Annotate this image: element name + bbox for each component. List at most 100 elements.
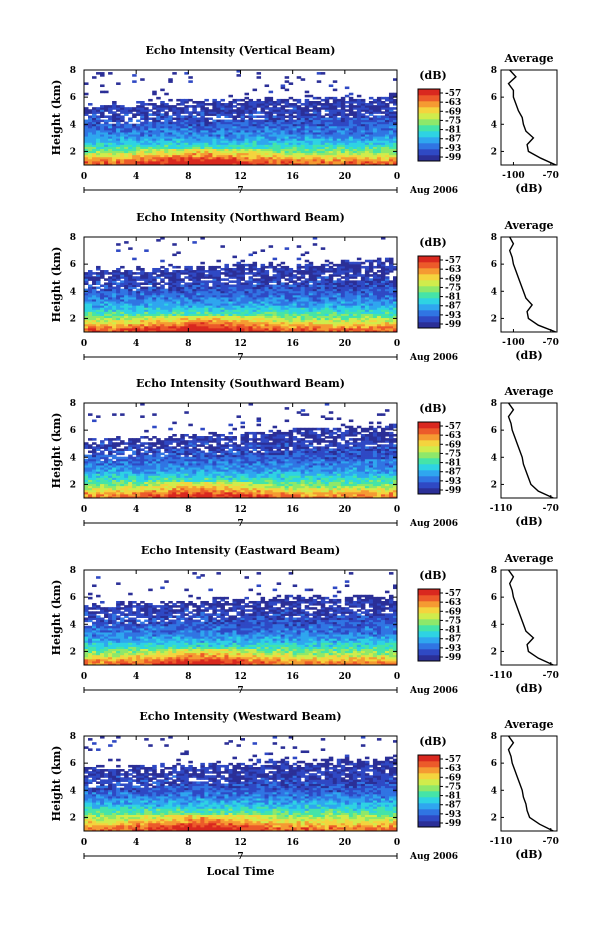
heatmap-cell [200, 290, 205, 294]
heatmap-cell [268, 245, 274, 248]
heatmap-cell [100, 111, 105, 114]
heatmap-cell [168, 115, 173, 118]
heatmap-cell [228, 274, 233, 277]
heatmap-cell [88, 495, 93, 499]
heatmap-cell [312, 265, 318, 269]
heatmap-cell [180, 305, 185, 308]
heatmap-cell [340, 272, 346, 275]
heatmap-cell [252, 138, 258, 141]
heatmap-cell [168, 327, 173, 331]
heatmap-cell [216, 107, 221, 110]
heatmap-cell [392, 117, 398, 121]
heatmap-cell [304, 156, 310, 160]
heatmap-cell [316, 290, 322, 294]
heatmap-cell [104, 152, 109, 156]
heatmap-cell [156, 309, 161, 312]
heatmap-cell [216, 288, 221, 292]
heatmap-cell [244, 100, 250, 104]
heatmap-cell [84, 292, 89, 296]
heatmap-cell [236, 142, 241, 145]
heatmap-cell [280, 115, 286, 118]
heatmap-cell [244, 321, 250, 325]
heatmap-cell [372, 154, 378, 158]
heatmap-cell [356, 272, 362, 275]
heatmap-cell [296, 160, 302, 164]
heatmap-cell [276, 98, 282, 102]
heatmap-cell [144, 109, 149, 112]
heatmap-cell [316, 154, 322, 158]
heatmap-cell [268, 311, 274, 314]
heatmap-cell [152, 307, 157, 310]
heatmap-cell [256, 125, 262, 129]
heatmap-cell [240, 317, 246, 321]
heatmap-cell [172, 105, 177, 108]
heatmap-cell [152, 267, 157, 271]
heatmap-cell [308, 298, 314, 302]
heatmap-cell [204, 136, 209, 139]
heatmap-cell [180, 150, 185, 154]
heatmap-cell [164, 315, 169, 319]
heatmap-cell [236, 107, 241, 110]
heatmap-cell [200, 313, 205, 316]
heatmap-cell [136, 138, 141, 141]
heatmap-cell [228, 280, 233, 283]
heatmap-cell [364, 111, 370, 114]
heatmap-cell [228, 129, 233, 133]
heatmap-cell [200, 315, 205, 319]
heatmap-cell [392, 280, 398, 283]
heatmap-cell [392, 278, 398, 281]
heatmap-cell [336, 313, 342, 316]
heatmap-cell [92, 323, 97, 327]
heatmap-cell [308, 272, 314, 275]
heatmap-cell [284, 152, 290, 156]
heatmap-cell [184, 317, 189, 321]
heatmap-cell [212, 286, 217, 290]
heatmap-cell [156, 160, 161, 164]
heatmap-cell [256, 321, 262, 325]
heatmap-cell [352, 111, 358, 114]
heatmap-cell [220, 290, 225, 294]
heatmap-cell [160, 317, 165, 321]
heatmap-cell [188, 80, 193, 83]
heatmap-cell [108, 123, 113, 127]
heatmap-cell [108, 144, 113, 147]
heatmap-cell [388, 261, 394, 265]
heatmap-cell [156, 123, 161, 127]
heatmap-cell [340, 105, 346, 108]
heatmap-cell [100, 313, 105, 316]
heatmap-cell [312, 123, 318, 127]
heatmap-cell [92, 458, 97, 462]
heatmap-cell [348, 282, 354, 285]
heatmap-cell [228, 150, 233, 154]
heatmap-cell [328, 107, 334, 110]
heatmap-cell [352, 98, 358, 102]
heatmap-cell [276, 267, 282, 271]
heatmap-cell [240, 309, 246, 312]
heatmap-cell [176, 323, 181, 327]
heatmap-cell [392, 107, 398, 110]
heatmap-cell [368, 129, 374, 133]
heatmap-cell [260, 282, 266, 285]
heatmap-cell [352, 127, 358, 131]
heatmap-cell [376, 144, 382, 147]
heatmap-cell [308, 123, 314, 127]
heatmap-cell [188, 298, 193, 302]
heatmap-cell [196, 100, 201, 104]
heatmap-cell [96, 265, 101, 269]
heatmap-cell [376, 134, 382, 137]
heatmap-cell [296, 272, 302, 275]
heatmap-cell [104, 303, 109, 306]
heatmap-cell [148, 301, 153, 304]
heatmap-cell [220, 329, 225, 333]
heatmap-cell [164, 309, 169, 312]
heatmap-cell [152, 296, 157, 300]
heatmap-cell [316, 280, 322, 283]
heatmap-cell [296, 111, 302, 114]
heatmap-cell [280, 154, 286, 158]
heatmap-cell [208, 127, 213, 131]
heatmap-cell [192, 298, 197, 302]
heatmap-cell [356, 294, 362, 298]
heatmap-cell [180, 315, 185, 319]
heatmap-cell [260, 317, 266, 321]
heatmap-cell [372, 329, 378, 333]
